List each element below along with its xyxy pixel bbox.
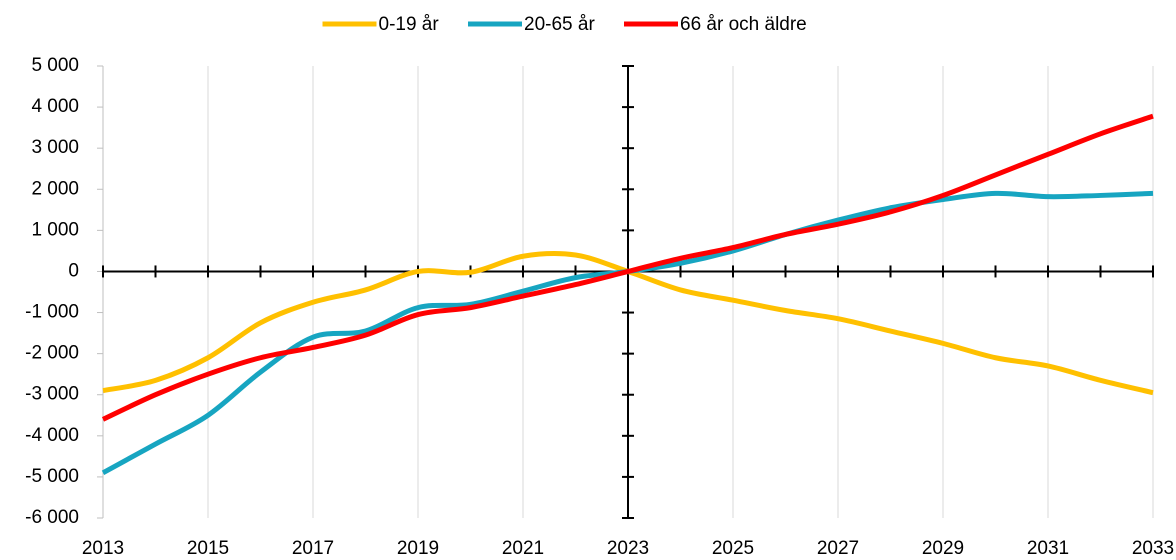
x-tick-label: 2017 [292,538,334,559]
y-tick-label: 5 000 [31,55,79,76]
y-tick-label: 0 [68,260,79,281]
x-tick-label: 2025 [712,538,754,559]
y-tick-label: 2 000 [31,178,79,199]
y-tick-label: -4 000 [25,425,79,446]
y-tick-label: -2 000 [25,343,79,364]
x-tick-label: 2015 [187,538,229,559]
x-tick-label: 2023 [607,538,649,559]
y-tick-label: 4 000 [31,96,79,117]
y-tick-label: -5 000 [25,466,79,487]
y-tick-label: 3 000 [31,137,79,158]
y-tick-label: 1 000 [31,219,79,240]
y-tick-label: -6 000 [25,507,79,528]
x-tick-label: 2019 [397,538,439,559]
x-tick-label: 2021 [502,538,544,559]
legend-label: 0-19 år [379,14,440,35]
y-tick-label: -3 000 [25,384,79,405]
x-tick-label: 2033 [1132,538,1174,559]
legend-label: 66 år och äldre [680,14,807,35]
x-tick-label: 2031 [1027,538,1069,559]
x-tick-label: 2029 [922,538,964,559]
x-tick-label: 2013 [82,538,124,559]
x-tick-label: 2027 [817,538,859,559]
y-tick-label: -1 000 [25,302,79,323]
series-line [101,113,1154,422]
legend-label: 20-65 år [524,14,595,35]
